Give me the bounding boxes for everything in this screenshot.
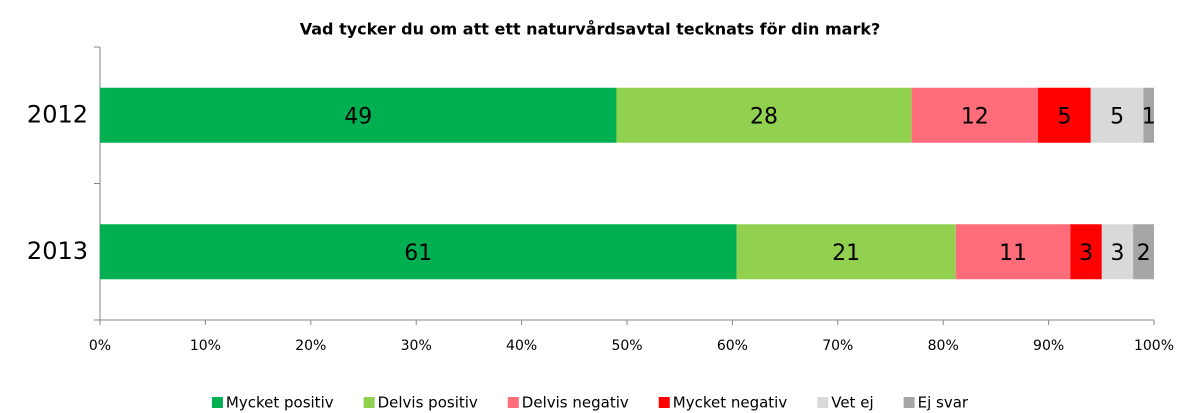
bar-segment — [100, 224, 737, 280]
data-label: 3 — [1110, 241, 1124, 266]
x-tick-label: 20% — [295, 338, 326, 354]
legend-swatch — [658, 397, 670, 408]
bar-segment — [1038, 87, 1091, 143]
bar-segment — [736, 224, 956, 280]
data-label: 1 — [1142, 104, 1156, 129]
legend-label: Delvis negativ — [522, 394, 629, 412]
bar-segment — [1090, 87, 1144, 143]
bar-segment — [1101, 224, 1134, 280]
legend-swatch — [507, 397, 519, 408]
chart-title: Vad tycker du om att ett naturvårdsavtal… — [300, 20, 881, 39]
legend-swatch — [903, 397, 915, 408]
x-tick-label: 40% — [506, 338, 537, 354]
bar-segment — [955, 224, 1071, 280]
x-tick-label: 30% — [401, 338, 432, 354]
category-label: 2012 — [27, 100, 88, 128]
legend-label: Delvis positiv — [378, 394, 478, 412]
data-label: 5 — [1110, 104, 1124, 129]
legend-label: Ej svar — [918, 394, 969, 412]
legend-swatch — [817, 397, 829, 408]
x-tick-label: 70% — [822, 338, 853, 354]
bar-segment — [1070, 224, 1102, 280]
legend-label: Mycket positiv — [226, 394, 334, 412]
data-label: 2 — [1137, 241, 1151, 266]
data-label: 49 — [344, 104, 372, 129]
bar-segment — [1143, 87, 1154, 143]
x-tick-label: 0% — [89, 338, 111, 354]
bar-segment — [100, 87, 617, 143]
category-label: 2013 — [27, 237, 88, 265]
data-label: 11 — [999, 241, 1027, 266]
data-label: 12 — [961, 104, 989, 129]
x-tick-label: 100% — [1134, 338, 1174, 354]
data-label: 61 — [404, 241, 432, 266]
x-tick-label: 10% — [190, 338, 221, 354]
x-tick-label: 50% — [611, 338, 642, 354]
bar-segment — [616, 87, 912, 143]
bar-segment — [1133, 224, 1154, 280]
bar-segment — [911, 87, 1039, 143]
legend-swatch — [363, 397, 375, 408]
legend-label: Mycket negativ — [673, 394, 788, 412]
legend-label: Vet ej — [831, 394, 873, 412]
legend-swatch — [211, 397, 223, 408]
x-tick-label: 90% — [1033, 338, 1064, 354]
data-label: 28 — [750, 104, 778, 129]
x-tick-label: 80% — [928, 338, 959, 354]
data-label: 3 — [1079, 241, 1093, 266]
data-label: 5 — [1057, 104, 1071, 129]
data-label: 21 — [832, 241, 860, 266]
x-tick-label: 60% — [717, 338, 748, 354]
